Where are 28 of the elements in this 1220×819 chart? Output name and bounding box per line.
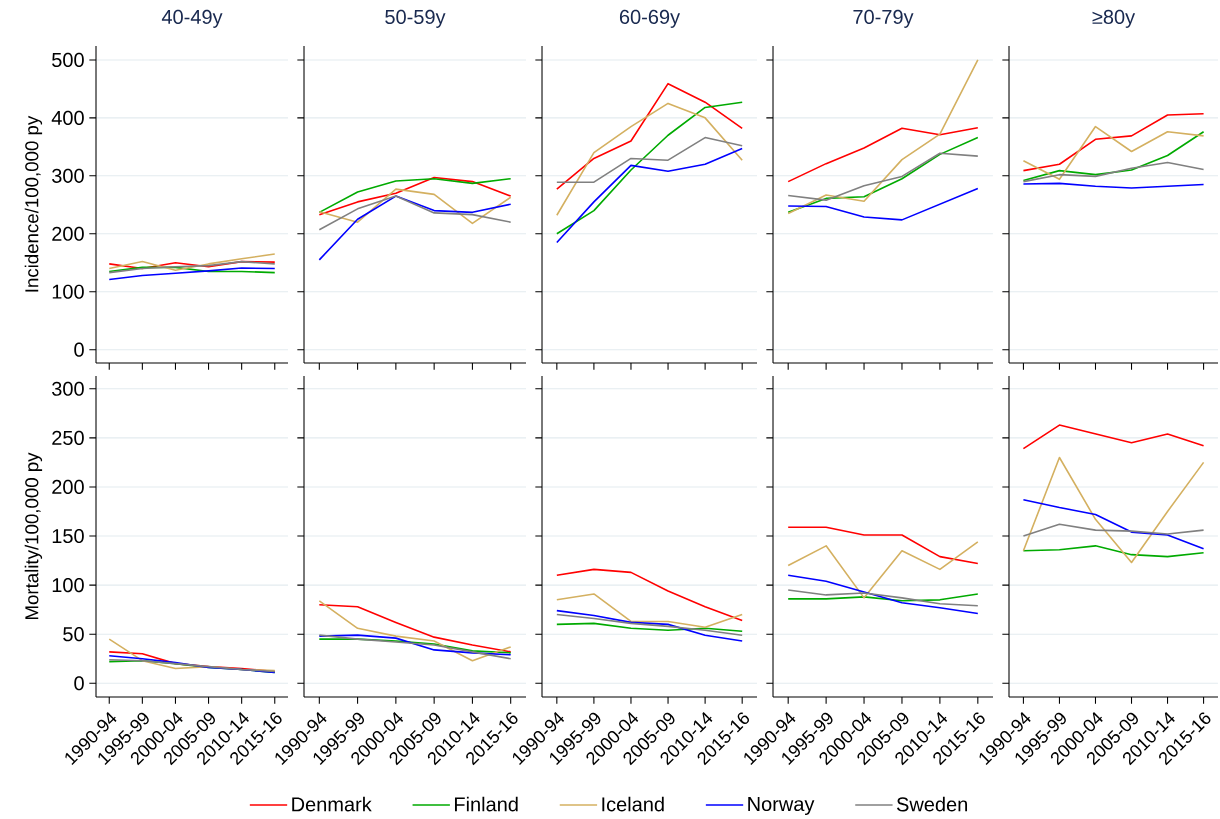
chart-title: ≥80y [1092,9,1136,28]
y-tick-label: 0 [74,342,84,357]
y-tick-label: 300 [52,381,84,396]
y-axis-title: Incidence/100,000 py [24,115,43,292]
y-tick-label: 150 [52,528,84,544]
y-tick-label: 200 [52,479,84,495]
y-tick-label: 300 [52,168,84,183]
chart-title: 60-69y [619,9,681,28]
y-tick-label: 0 [74,676,84,691]
line-series [108,260,276,274]
legend-label: Finland [455,796,518,812]
y-tick-label: 100 [52,578,84,593]
chart-title: 50-59y [385,9,446,28]
line-series [108,267,276,281]
y-tick-label: 200 [52,226,84,241]
legend-label: Denmark [292,796,372,812]
y-tick-label: 400 [51,110,84,125]
y-tick-label: 100 [52,284,84,299]
y-axis-title: Mortality/100,000 py [24,452,43,620]
legend-label: Sweden [896,796,968,812]
y-tick-label: 500 [52,52,84,67]
legend-label: Norway [748,797,815,816]
y-tick-label: 250 [52,430,84,445]
y-tick-label: 50 [63,627,84,642]
chart-title: 40-49y [161,9,223,28]
legend-label: Iceland [602,796,664,812]
chart-title: 70-79y [853,9,914,28]
line-series [108,253,276,272]
